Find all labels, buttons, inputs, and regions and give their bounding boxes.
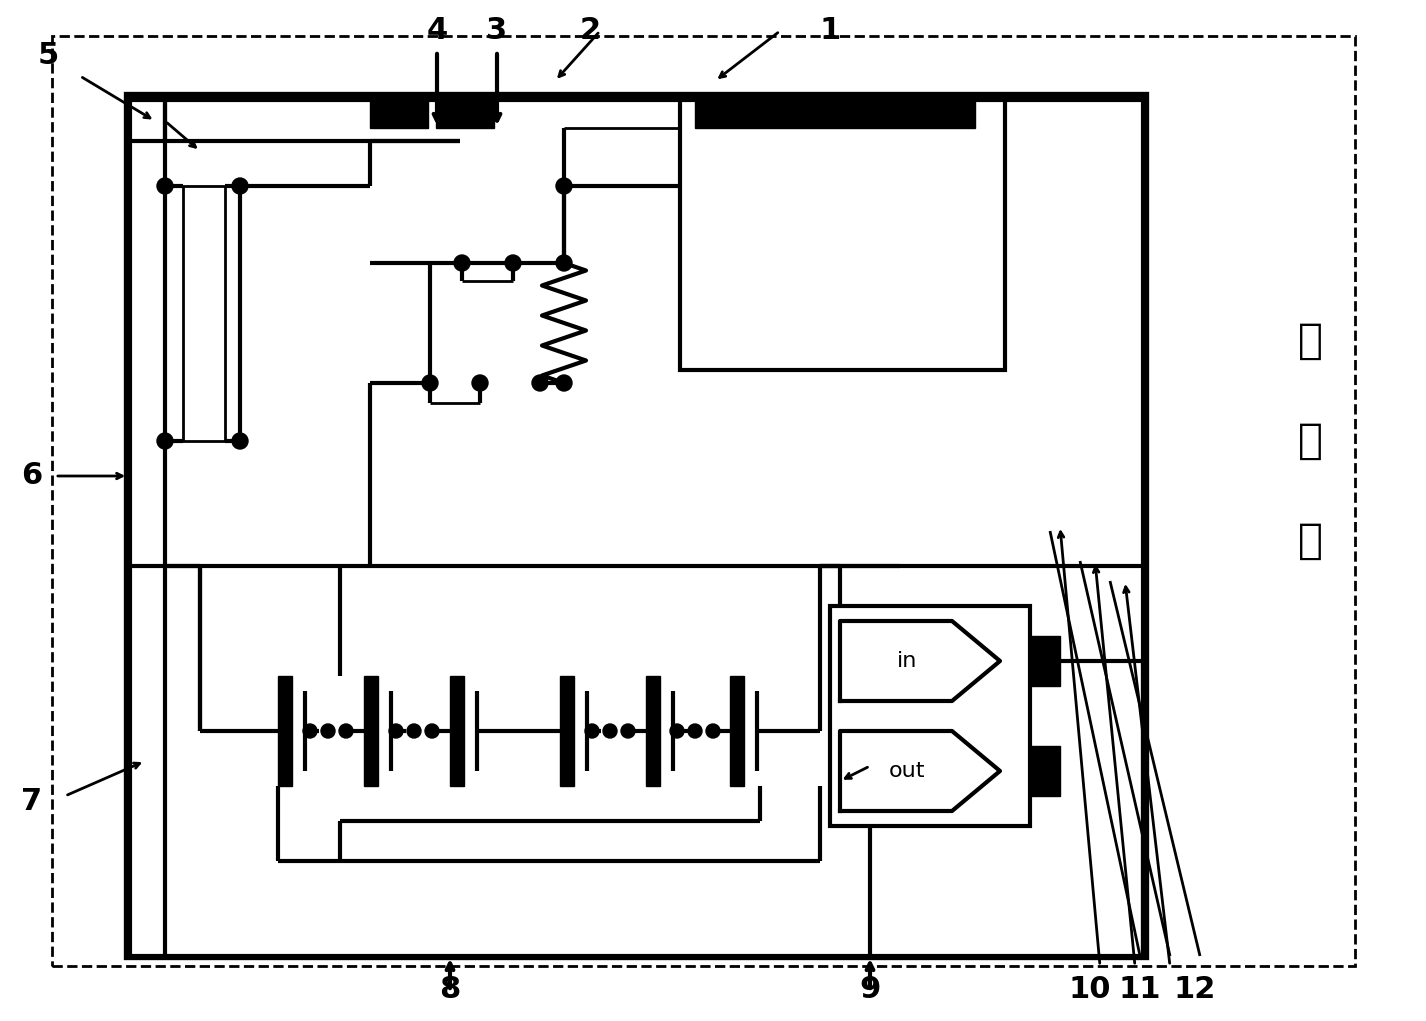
Bar [451,676,463,786]
Bar [128,96,1145,956]
Bar [278,676,292,786]
Bar [830,606,1030,826]
Circle shape [422,375,438,391]
Text: 11: 11 [1119,974,1161,1004]
Bar [183,186,225,441]
Text: 12: 12 [1174,974,1216,1004]
Text: 8: 8 [439,974,461,1004]
Text: 9: 9 [860,974,881,1004]
Text: 2: 2 [579,16,600,46]
Circle shape [670,724,684,738]
Circle shape [532,375,548,391]
Text: 3: 3 [486,16,508,46]
Circle shape [389,724,404,738]
Polygon shape [840,731,1000,811]
Circle shape [425,724,439,738]
Bar [730,676,744,786]
Bar [130,566,1144,956]
Circle shape [603,724,617,738]
Circle shape [453,255,471,271]
Text: 池: 池 [1298,420,1322,461]
Circle shape [505,255,520,271]
Bar [680,100,1005,370]
Text: 6: 6 [21,461,43,490]
Text: 电: 电 [1298,320,1322,362]
Circle shape [406,724,421,738]
Circle shape [321,724,335,738]
Circle shape [706,724,720,738]
Circle shape [556,375,572,391]
Polygon shape [840,621,1000,701]
Circle shape [620,724,635,738]
Text: in: in [897,651,917,671]
Bar [1030,746,1060,796]
Circle shape [556,255,572,271]
Bar [694,96,975,128]
Circle shape [232,178,248,194]
Text: 10: 10 [1068,974,1111,1004]
Text: 4: 4 [426,16,448,46]
Circle shape [556,178,572,194]
Bar [369,96,428,128]
Text: 1: 1 [820,16,840,46]
Circle shape [339,724,354,738]
Bar [436,96,493,128]
Circle shape [472,375,488,391]
Circle shape [687,724,702,738]
Bar [1030,636,1060,686]
Bar [130,100,1144,570]
Circle shape [157,433,173,449]
Bar [560,676,575,786]
Text: 组: 组 [1298,520,1322,562]
Text: out: out [888,761,925,781]
Circle shape [302,724,317,738]
Bar [646,676,660,786]
Text: 5: 5 [37,42,58,70]
Text: 7: 7 [21,786,43,816]
Circle shape [232,433,248,449]
Circle shape [585,724,599,738]
Bar [364,676,378,786]
Circle shape [157,178,173,194]
